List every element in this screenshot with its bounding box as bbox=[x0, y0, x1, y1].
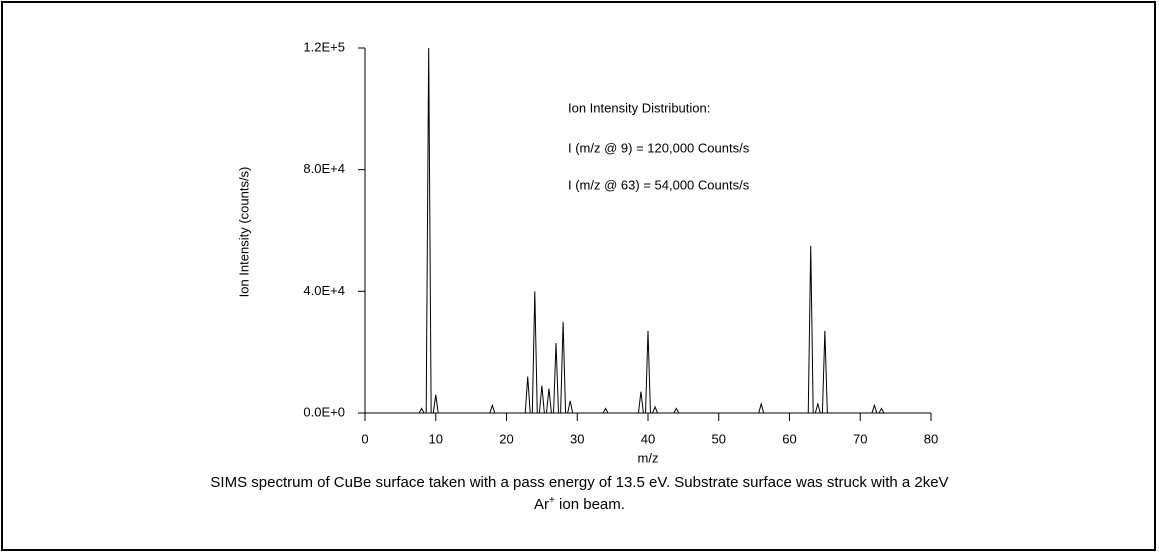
y-tick-label: 8.0E+4 bbox=[303, 161, 345, 176]
x-tick-label: 70 bbox=[853, 431, 867, 446]
caption-superscript: + bbox=[549, 495, 555, 506]
x-tick-label: 40 bbox=[641, 431, 655, 446]
x-tick-label: 30 bbox=[570, 431, 584, 446]
x-tick-label: 0 bbox=[361, 431, 368, 446]
y-tick-label: 1.2E+5 bbox=[303, 39, 345, 54]
annotation: I (m/z @ 63) = 54,000 Counts/s bbox=[568, 177, 750, 192]
annotation: Ion Intensity Distribution: bbox=[568, 100, 710, 115]
y-tick-label: 0.0E+0 bbox=[303, 404, 345, 419]
y-tick-label: 4.0E+4 bbox=[303, 283, 345, 298]
caption-text: SIMS spectrum of CuBe surface taken with… bbox=[210, 474, 949, 491]
annotation: I (m/z @ 9) = 120,000 Counts/s bbox=[568, 140, 750, 155]
x-tick-label: 80 bbox=[924, 431, 938, 446]
caption: SIMS spectrum of CuBe surface taken with… bbox=[0, 474, 1159, 514]
x-tick-label: 60 bbox=[782, 431, 796, 446]
y-axis-label: Ion Intensity (counts/s) bbox=[236, 167, 251, 298]
x-axis-label: m/z bbox=[638, 450, 659, 465]
spectrum-line bbox=[372, 47, 931, 414]
caption-text: Ar bbox=[534, 496, 550, 513]
caption-text: ion beam. bbox=[554, 496, 625, 513]
x-tick-label: 50 bbox=[712, 431, 726, 446]
x-tick-label: 10 bbox=[429, 431, 443, 446]
x-tick-label: 20 bbox=[499, 431, 513, 446]
